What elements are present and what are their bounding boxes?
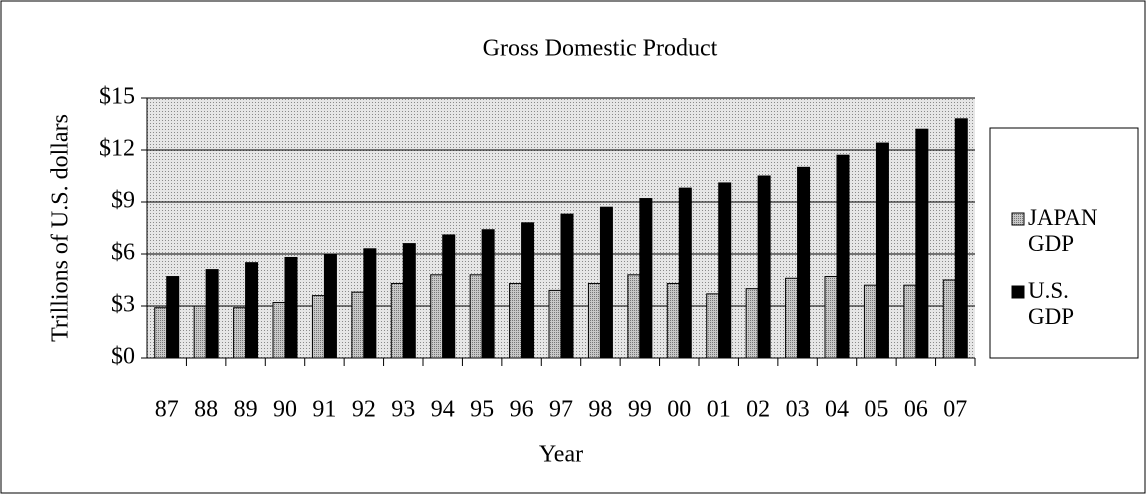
bar bbox=[548, 289, 562, 359]
x-tick-label: 94 bbox=[431, 397, 455, 423]
x-tick-label: 93 bbox=[391, 397, 415, 423]
bar bbox=[666, 282, 680, 359]
x-tick-label: 06 bbox=[904, 397, 928, 423]
bar bbox=[560, 213, 574, 359]
bar bbox=[521, 222, 535, 359]
bar bbox=[836, 154, 850, 359]
bar bbox=[430, 274, 444, 359]
bar bbox=[587, 282, 601, 359]
bar bbox=[915, 128, 929, 359]
x-tick-label: 97 bbox=[549, 397, 573, 423]
bar bbox=[442, 234, 456, 359]
bar bbox=[627, 274, 641, 359]
x-tick-label: 02 bbox=[746, 397, 770, 423]
bar bbox=[954, 118, 968, 359]
x-tick-label: 87 bbox=[155, 397, 179, 423]
bar bbox=[390, 282, 404, 359]
bar bbox=[875, 142, 889, 359]
x-tick-label: 99 bbox=[628, 397, 652, 423]
bar bbox=[903, 284, 917, 359]
bar bbox=[205, 269, 219, 359]
x-tick-label: 89 bbox=[234, 397, 258, 423]
bar bbox=[166, 276, 180, 359]
bar bbox=[363, 248, 377, 359]
bar bbox=[863, 284, 877, 359]
legend-label: U.S. GDP bbox=[1028, 278, 1075, 329]
x-tick-label: 96 bbox=[510, 397, 534, 423]
x-tick-label: 00 bbox=[667, 397, 691, 423]
x-tick-label: 05 bbox=[864, 397, 888, 423]
x-tick-label: 01 bbox=[707, 397, 731, 423]
bar bbox=[233, 307, 247, 359]
bar bbox=[402, 243, 416, 359]
bar bbox=[718, 182, 732, 359]
bar bbox=[797, 166, 811, 359]
x-tick-label: 92 bbox=[352, 397, 376, 423]
x-tick-label: 95 bbox=[470, 397, 494, 423]
bar bbox=[351, 291, 365, 359]
bar bbox=[639, 198, 653, 359]
x-tick-label: 98 bbox=[588, 397, 612, 423]
bar bbox=[245, 262, 259, 359]
bar bbox=[942, 279, 956, 359]
y-tick-label: $0 bbox=[111, 344, 135, 370]
y-tick-label: $6 bbox=[111, 240, 135, 266]
x-tick-label: 88 bbox=[194, 397, 218, 423]
bar bbox=[706, 293, 720, 359]
bar bbox=[323, 253, 337, 359]
x-axis-title: Year bbox=[539, 442, 583, 468]
y-tick-label: $12 bbox=[99, 136, 135, 162]
bar bbox=[599, 206, 613, 359]
bar bbox=[154, 307, 168, 359]
bar bbox=[311, 295, 325, 359]
x-tick-label: 90 bbox=[273, 397, 297, 423]
bar bbox=[193, 305, 207, 359]
x-tick-label: 07 bbox=[943, 397, 967, 423]
chart-title: Gross Domestic Product bbox=[483, 36, 718, 62]
legend-box bbox=[989, 127, 1139, 359]
bar bbox=[745, 288, 759, 359]
bar bbox=[785, 277, 799, 359]
x-tick-label: 04 bbox=[825, 397, 849, 423]
bar bbox=[824, 276, 838, 359]
bar bbox=[481, 229, 495, 359]
x-tick-label: 03 bbox=[786, 397, 810, 423]
y-tick-label: $15 bbox=[99, 84, 135, 110]
bar bbox=[469, 274, 483, 359]
y-tick-label: $3 bbox=[111, 292, 135, 318]
y-tick-label: $9 bbox=[111, 188, 135, 214]
legend-swatch bbox=[1011, 285, 1025, 299]
legend-swatch bbox=[1011, 212, 1025, 226]
y-axis-title: Trillions of U.S. dollars bbox=[48, 114, 74, 342]
x-tick-label: 91 bbox=[312, 397, 336, 423]
bar bbox=[757, 175, 771, 359]
bar bbox=[678, 187, 692, 359]
bar bbox=[284, 256, 298, 359]
bar bbox=[509, 282, 523, 359]
legend-label: JAPAN GDP bbox=[1028, 205, 1098, 256]
bar bbox=[272, 302, 286, 359]
